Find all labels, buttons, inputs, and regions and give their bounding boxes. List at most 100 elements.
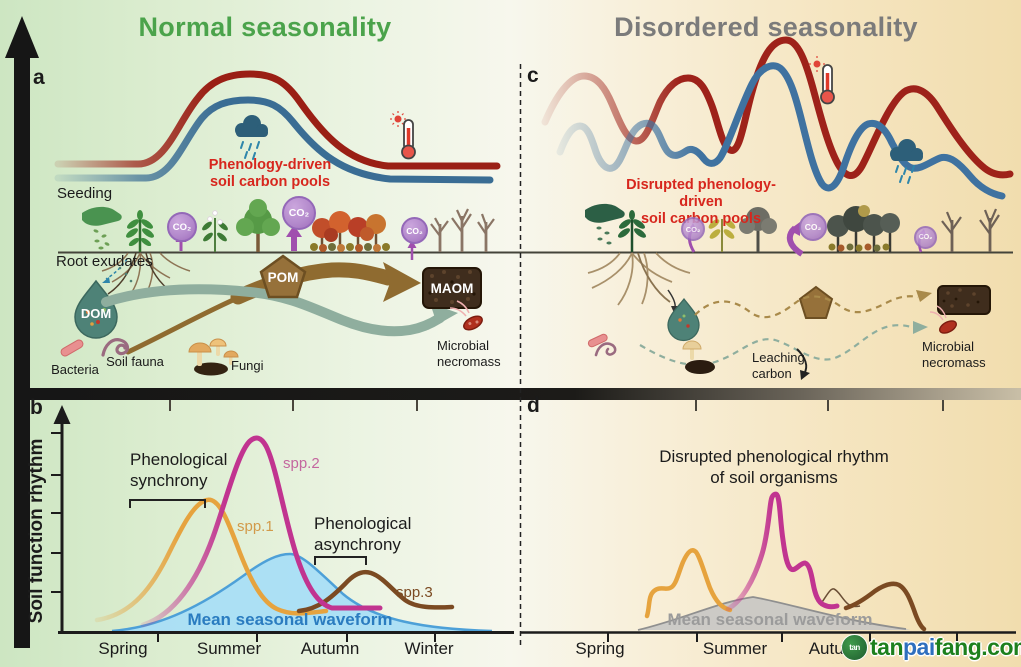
bacteria-label: Bacteria: [51, 362, 99, 377]
panel-label-d: d: [527, 394, 540, 417]
figure-y-axis-bar: [14, 52, 30, 648]
gray-tree-icon: [739, 207, 777, 252]
panel-b-axes: [51, 405, 514, 642]
co2-bubble: CO₂: [401, 217, 428, 244]
dom-droplet-icon: [74, 279, 118, 339]
dom-droplet-icon: [667, 297, 700, 342]
pom-pentagon-icon: [259, 254, 307, 299]
microbe-flagella: [929, 305, 947, 321]
bacteria-icon: [60, 339, 84, 357]
watermark-text-blue: pai: [903, 634, 935, 660]
panel-d-mean-waveform: [637, 596, 910, 631]
spp3-label: spp.3: [396, 584, 433, 601]
panel-b-spp2-curve: [140, 435, 383, 628]
root-system: [587, 252, 691, 306]
leaching-carbon-label: Leaching carbon: [752, 350, 805, 381]
figure-y-axis-arrowhead: [5, 16, 39, 58]
co2-bubble: CO₂: [282, 196, 316, 230]
season-winter: Winter: [404, 639, 454, 658]
spp2-label: spp.2: [283, 455, 320, 472]
soil-fauna-worm-icon: [594, 342, 617, 357]
pom-label: POM: [267, 270, 299, 285]
mean-seasonal-waveform-label: Mean seasonal waveform: [187, 610, 393, 629]
maom-soil-block-icon: [937, 285, 991, 315]
summer-tree-icon: [236, 199, 280, 252]
microbe-icon: [939, 320, 957, 334]
panel-a-red-curve: [54, 70, 501, 170]
disrupted-brown-flow: [694, 290, 932, 319]
synchrony-bracket: [129, 499, 206, 508]
fungi-icon: [682, 340, 715, 374]
mean-seasonal-waveform-label: Mean seasonal waveform: [667, 610, 873, 629]
winter-bare-trees-icon: [430, 208, 495, 252]
bacteria-icon: [587, 333, 608, 348]
rain-cloud-icon: [890, 139, 923, 184]
co2-flux-arrow: [286, 225, 302, 251]
bare-trees-icon: [941, 208, 1000, 252]
watermark-text-green1: tan: [870, 634, 904, 660]
watermark-text-green2: fang.com: [934, 634, 1021, 660]
phenological-synchrony-label: Phenological synchrony: [130, 450, 228, 490]
panel-d-spp1-curve: [644, 548, 733, 619]
time-axis-bar: [29, 388, 1021, 400]
co2-flux-arrow: [407, 240, 417, 260]
season-spring: Spring: [98, 639, 148, 658]
panel-d-spp2-curve: [725, 491, 840, 612]
dark-forest-icon: [827, 205, 900, 252]
seeding-hand-icon: [585, 203, 625, 245]
co2-bubble: CO₂: [914, 226, 937, 249]
title-normal-seasonality: Normal seasonality: [138, 12, 392, 42]
pom-pentagon-icon: [798, 285, 834, 319]
panel-b-mean-waveform: [111, 552, 493, 633]
season-summer: Summer: [196, 639, 262, 658]
seeding-label: Seeding: [57, 185, 113, 202]
seedling-plant-icon: [618, 210, 646, 252]
microbe-icon: [463, 315, 483, 331]
flowering-plant-icon: [202, 210, 228, 252]
spp1-label: spp.1: [237, 518, 274, 535]
dom-label: DOM: [80, 306, 112, 321]
seeding-hand-icon: [82, 206, 122, 250]
thermometer-icon: [390, 111, 416, 160]
leaching-carbon-arrow: [796, 348, 810, 380]
disrupted-phenology-annotation: Disrupted phenology-driven soil carbon p…: [626, 177, 776, 227]
seedling-plant-icon: [126, 210, 154, 252]
rain-cloud-icon: [235, 115, 268, 160]
panel-b-spp3-curve: [296, 569, 455, 614]
panel-label-a: a: [33, 66, 45, 89]
time-axis-ticks: [169, 400, 944, 411]
panel-c-blue-curve: [556, 62, 1006, 200]
panel-d-spp3-curve: [843, 581, 927, 632]
autumn-forest-icon: [310, 211, 390, 252]
asynchrony-bracket: [314, 556, 367, 565]
watermark-logo-icon: tan: [841, 634, 868, 661]
panel-b-spp1-curve: [94, 497, 329, 623]
microbial-necromass-label: Microbial necromass: [437, 338, 501, 369]
panel-d-axis: [520, 631, 1016, 642]
soil-fauna-worm-icon: [101, 338, 130, 357]
soil-fauna-label: Soil fauna: [106, 354, 164, 369]
fungi-icon: [188, 338, 239, 376]
season-spring: Spring: [575, 639, 625, 658]
phenology-driven-annotation: Phenology-driven soil carbon pools: [208, 157, 332, 190]
season-summer: Summer: [702, 639, 768, 658]
root-exudate-arrow: [102, 258, 133, 283]
co2-bubble: CO₂: [167, 212, 197, 242]
co2-flux-arrow: [786, 222, 804, 257]
disrupted-rhythm-annotation: Disrupted phenological rhythm of soil or…: [659, 447, 889, 487]
maom-label: MAOM: [430, 281, 474, 296]
yellow-leaf-plant-icon: [708, 215, 736, 252]
microbial-necromass-label: Microbial necromass: [922, 339, 986, 370]
co2-bubble: CO₂: [681, 217, 705, 241]
root-exudates-label: Root exudates: [56, 253, 153, 270]
panel-a-blue-curve: [54, 96, 494, 184]
co2-bubble: CO₂: [799, 213, 827, 241]
season-autumn: Autumn: [300, 639, 360, 658]
fungi-label: Fungi: [231, 358, 264, 373]
panel-label-b: b: [30, 396, 43, 419]
panel-b-y-axis-label: Soil function rhythm: [26, 438, 47, 624]
panel-label-c: c: [527, 64, 539, 87]
